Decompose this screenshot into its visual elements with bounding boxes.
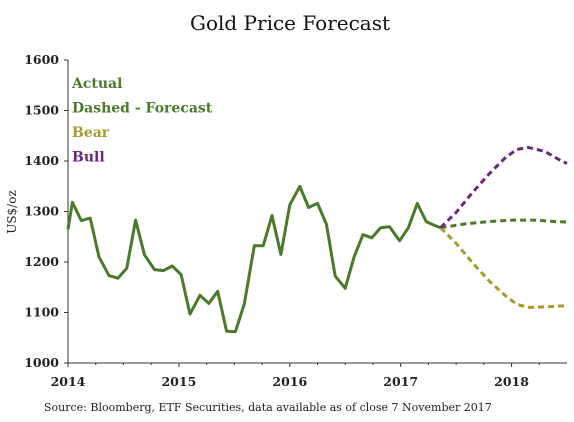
legend-entry-bear: Bear <box>72 125 110 141</box>
legend-entry-actual: Actual <box>71 76 122 92</box>
series-line-actual <box>66 184 442 334</box>
x-tick-label: 2017 <box>383 374 418 389</box>
y-tick-label: 1300 <box>24 204 59 219</box>
x-tick-label: 2015 <box>161 374 196 389</box>
y-tick-label: 1600 <box>24 52 59 67</box>
y-tick-label: 1500 <box>24 103 59 118</box>
source-note: Source: Bloomberg, ETF Securities, data … <box>44 401 492 414</box>
y-axis-label: US$/oz <box>5 190 19 234</box>
series-line-dashed-forecast <box>440 218 568 230</box>
x-tick-label: 2014 <box>51 374 86 389</box>
legend-entry-bull: Bull <box>72 150 105 166</box>
legend-entry-dashed-forecast: Dashed - Forecast <box>72 101 213 117</box>
series-line-bear <box>439 226 567 309</box>
x-tick-label: 2016 <box>272 374 307 389</box>
y-tick-label: 1100 <box>24 305 59 320</box>
series-layer <box>66 145 568 334</box>
y-tick-label: 1200 <box>24 254 59 269</box>
chart-title: Gold Price Forecast <box>190 11 390 35</box>
series-line-bull <box>439 145 568 229</box>
x-tick-label: 2018 <box>494 374 529 389</box>
y-tick-label: 1400 <box>24 153 59 168</box>
y-tick-label: 1000 <box>24 355 59 370</box>
axes: 1000 1100 1200 1300 1400 1500 1600 2014 2015 2016… <box>24 52 567 389</box>
legend: Actual Dashed - Forecast Bear Bull <box>71 76 213 166</box>
